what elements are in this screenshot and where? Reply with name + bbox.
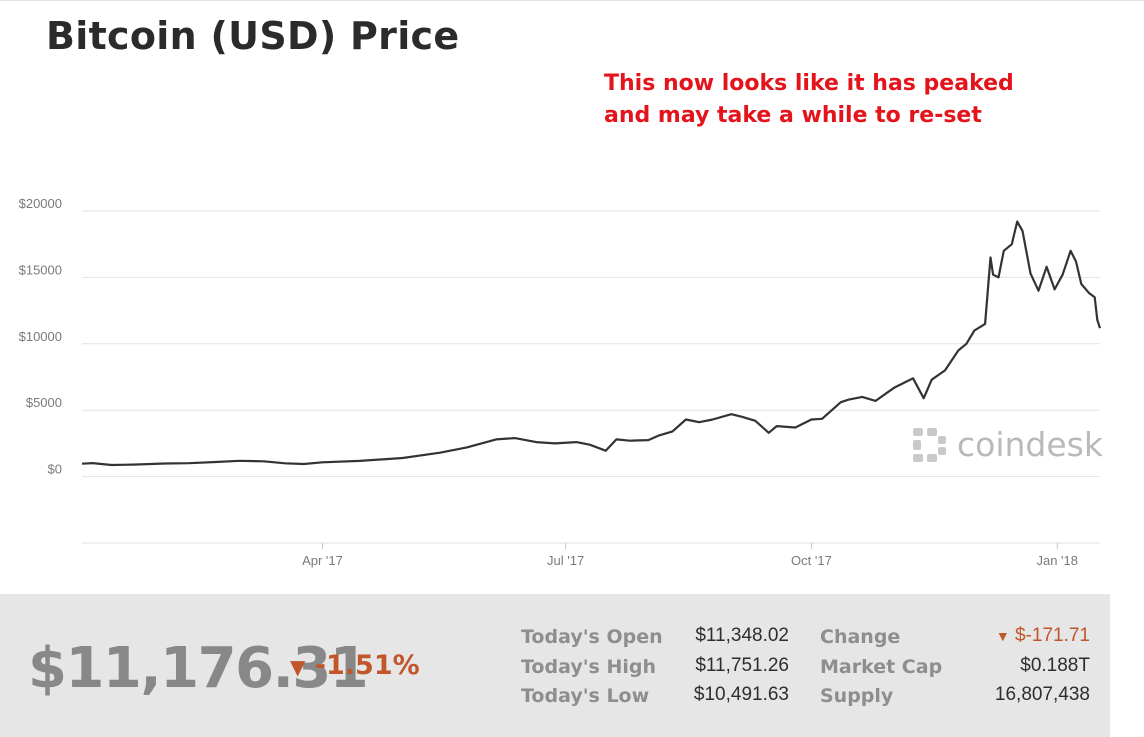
x-axis-ticks: Apr '17 Jul '17 Oct '17 Jan '18 xyxy=(302,543,1078,568)
grid-lines xyxy=(82,210,1100,544)
stat-supply-label: Supply xyxy=(820,685,894,707)
current-price: $11,176.31 xyxy=(28,636,369,701)
coindesk-wordmark: coindesk xyxy=(957,425,1104,464)
stat-marketcap-value: $0.188T xyxy=(1020,655,1090,676)
stat-high-label: Today's High xyxy=(521,656,656,678)
y-tick-label: $15000 xyxy=(19,262,62,277)
price-line xyxy=(81,220,1102,467)
x-tick-label: Jul '17 xyxy=(547,553,584,568)
down-arrow-icon: ▼ xyxy=(290,655,306,679)
page-title: Bitcoin (USD) Price xyxy=(46,14,460,58)
stat-low-label: Today's Low xyxy=(521,685,650,707)
coindesk-logo-icon xyxy=(913,428,946,462)
stat-change-amount: $-171.71 xyxy=(1014,625,1090,646)
down-arrow-icon: ▼ xyxy=(995,628,1010,644)
top-divider xyxy=(0,0,1144,1)
x-tick-label: Apr '17 xyxy=(302,553,343,568)
coindesk-watermark: coindesk xyxy=(913,425,1104,464)
stat-high-value: $11,751.26 xyxy=(695,655,789,676)
stat-open-label: Today's Open xyxy=(521,626,663,648)
stat-change-value: ▼ $-171.71 xyxy=(996,625,1090,647)
y-tick-label: $10000 xyxy=(19,329,62,344)
annotation-text: This now looks like it has peaked and ma… xyxy=(604,68,1014,132)
annotation-line-1: This now looks like it has peaked xyxy=(604,71,1014,96)
y-tick-label: $0 xyxy=(48,462,62,477)
change-percent-value: -1.51% xyxy=(314,650,420,681)
x-tick-label: Jan '18 xyxy=(1036,553,1078,568)
stat-supply-value: 16,807,438 xyxy=(994,684,1090,705)
stat-open-value: $11,348.02 xyxy=(695,625,789,646)
annotation-line-2: and may take a while to re-set xyxy=(604,103,982,128)
stat-low-value: $10,491.63 xyxy=(693,684,789,705)
stat-marketcap-label: Market Cap xyxy=(820,656,943,678)
summary-panel xyxy=(0,594,1110,737)
stat-change-label: Change xyxy=(820,626,901,648)
y-tick-label: $20000 xyxy=(19,196,62,211)
y-tick-label: $5000 xyxy=(26,395,62,410)
change-percent: ▼ -1.51% xyxy=(290,650,420,681)
price-chart[interactable]: $20000 $15000 $10000 $5000 $0 Apr '17 Jul '17… xyxy=(0,0,1144,594)
x-tick-label: Oct '17 xyxy=(791,553,832,568)
y-axis-ticks: $20000 $15000 $10000 $5000 $0 xyxy=(19,196,62,477)
